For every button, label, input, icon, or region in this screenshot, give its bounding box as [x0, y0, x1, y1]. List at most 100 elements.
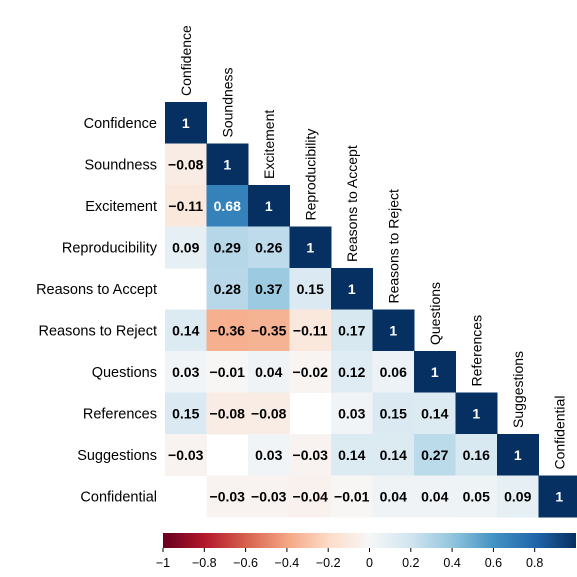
row-label: Excitement — [85, 199, 157, 215]
heatmap-cell — [372, 309, 415, 352]
heatmap-cell — [289, 434, 332, 476]
cell-value-label: 1 — [306, 239, 314, 255]
heatmap-cell — [289, 226, 332, 269]
cell-value-label: −0.01 — [210, 364, 246, 380]
heatmap-cell — [372, 351, 415, 393]
heatmap-cell — [248, 185, 290, 227]
heatmap-cell — [331, 268, 373, 310]
heatmap-cell — [248, 309, 290, 352]
cell-value-label: 0.06 — [380, 364, 407, 380]
heatmap-cell — [331, 392, 373, 435]
cell-value-label: −0.03 — [251, 488, 287, 504]
heatmap-cell — [372, 475, 415, 518]
heatmap-cell — [165, 185, 207, 227]
heatmap-cell — [414, 392, 456, 435]
row-label: Soundness — [84, 157, 157, 173]
heatmap-cell — [248, 434, 290, 476]
column-label: Excitement — [261, 110, 277, 179]
cell-value-label: 0.14 — [380, 447, 407, 463]
heatmap-cell — [165, 226, 207, 269]
cell-value-label: 0.04 — [255, 364, 282, 380]
heatmap-cell — [538, 475, 577, 518]
colorbar-tick-label: −1 — [156, 556, 170, 570]
heatmap-cell — [206, 185, 249, 227]
cell-value-label: 0.03 — [338, 405, 365, 421]
cell-value-label: 1 — [182, 115, 190, 131]
colorbar-tick-label: 0 — [366, 556, 373, 570]
cell-value-label: 0.09 — [504, 488, 531, 504]
colorbar-tick-label: −0.4 — [275, 556, 300, 570]
heatmap-cell — [248, 268, 290, 310]
heatmap-cell — [289, 309, 332, 352]
cell-value-label: −0.08 — [168, 156, 204, 172]
heatmap-cells: 1 −0.08 1 −0.11 0.68 1 0.09 0.29 0.26 1 0.28 0.37 0.… — [165, 102, 577, 518]
heatmap-cell — [331, 309, 373, 352]
heatmap-cell — [455, 434, 498, 476]
colorbar-gradient — [163, 533, 576, 548]
heatmap-cell — [455, 475, 498, 518]
cell-value-label: 0.14 — [338, 447, 365, 463]
row-label: References — [83, 406, 157, 422]
cell-value-label: 1 — [431, 364, 439, 380]
column-label: Reproducibility — [302, 129, 318, 221]
heatmap-cell — [414, 434, 456, 476]
heatmap-cell — [289, 475, 332, 518]
cell-value-label: 0.15 — [297, 281, 324, 297]
heatmap-cell — [455, 392, 498, 435]
colorbar-tick-label: 0.4 — [443, 556, 460, 570]
cell-value-label: 0.04 — [380, 488, 407, 504]
column-labels: Confidence Soundness Excitement Reproducibi… — [178, 25, 568, 470]
heatmap-cell — [372, 392, 415, 435]
colorbar-tick-label: 0.2 — [402, 556, 419, 570]
cell-value-label: 1 — [514, 447, 522, 463]
cell-value-label: 1 — [348, 281, 356, 297]
heatmap-cell — [206, 143, 249, 186]
cell-value-label: 0.37 — [255, 281, 282, 297]
cell-value-label: 0.16 — [463, 447, 490, 463]
heatmap-cell — [372, 434, 415, 476]
cell-value-label: −0.08 — [210, 405, 246, 421]
cell-value-label: 0.09 — [172, 239, 199, 255]
cell-value-label: 1 — [472, 405, 480, 421]
cell-value-label: −0.03 — [210, 488, 246, 504]
column-label: Suggestions — [510, 351, 526, 428]
cell-value-label: 0.15 — [172, 405, 199, 421]
cell-value-label: 0.26 — [255, 239, 282, 255]
column-label: Confidence — [178, 25, 194, 96]
heatmap-cell — [289, 351, 332, 393]
heatmap-cell — [165, 351, 207, 393]
cell-value-label: 1 — [265, 198, 273, 214]
row-labels: Confidence Soundness Excitement Reproducibi… — [36, 116, 158, 506]
heatmap-cell — [165, 434, 207, 476]
colorbar-tick-label: −0.2 — [316, 556, 341, 570]
colorbar: −1 −0.8 −0.6 −0.4 −0.2 0 0.2 0.4 0.6 0.8 — [156, 533, 576, 570]
row-label: Reasons to Reject — [39, 323, 157, 339]
cell-value-label: 0.14 — [172, 322, 199, 338]
heatmap-cell — [331, 475, 373, 518]
cell-value-label: −0.03 — [293, 447, 329, 463]
cell-value-label: 1 — [389, 322, 397, 338]
heatmap-cell — [497, 434, 539, 476]
cell-value-label: 0.12 — [338, 364, 365, 380]
heatmap-cell — [331, 351, 373, 393]
cell-value-label: 0.03 — [255, 447, 282, 463]
heatmap-cell — [206, 268, 249, 310]
cell-value-label: −0.02 — [293, 364, 329, 380]
column-label: Confidential — [551, 396, 567, 470]
cell-value-label: −0.11 — [293, 322, 328, 338]
row-label: Reasons to Accept — [36, 282, 157, 298]
cell-value-label: 0.29 — [214, 239, 241, 255]
heatmap-cell — [248, 475, 290, 518]
colorbar-tick-label: 0.8 — [526, 556, 543, 570]
row-label: Confidence — [84, 116, 157, 132]
column-label: References — [468, 315, 484, 387]
cell-value-label: −0.08 — [251, 405, 287, 421]
row-label: Reproducibility — [62, 240, 158, 256]
heatmap-cell — [206, 226, 249, 269]
cell-value-label: 0.28 — [214, 281, 241, 297]
heatmap-cell — [497, 475, 539, 518]
cell-value-label: −0.03 — [168, 447, 204, 463]
colorbar-tick-label: −0.8 — [192, 556, 217, 570]
row-label: Questions — [92, 365, 157, 381]
